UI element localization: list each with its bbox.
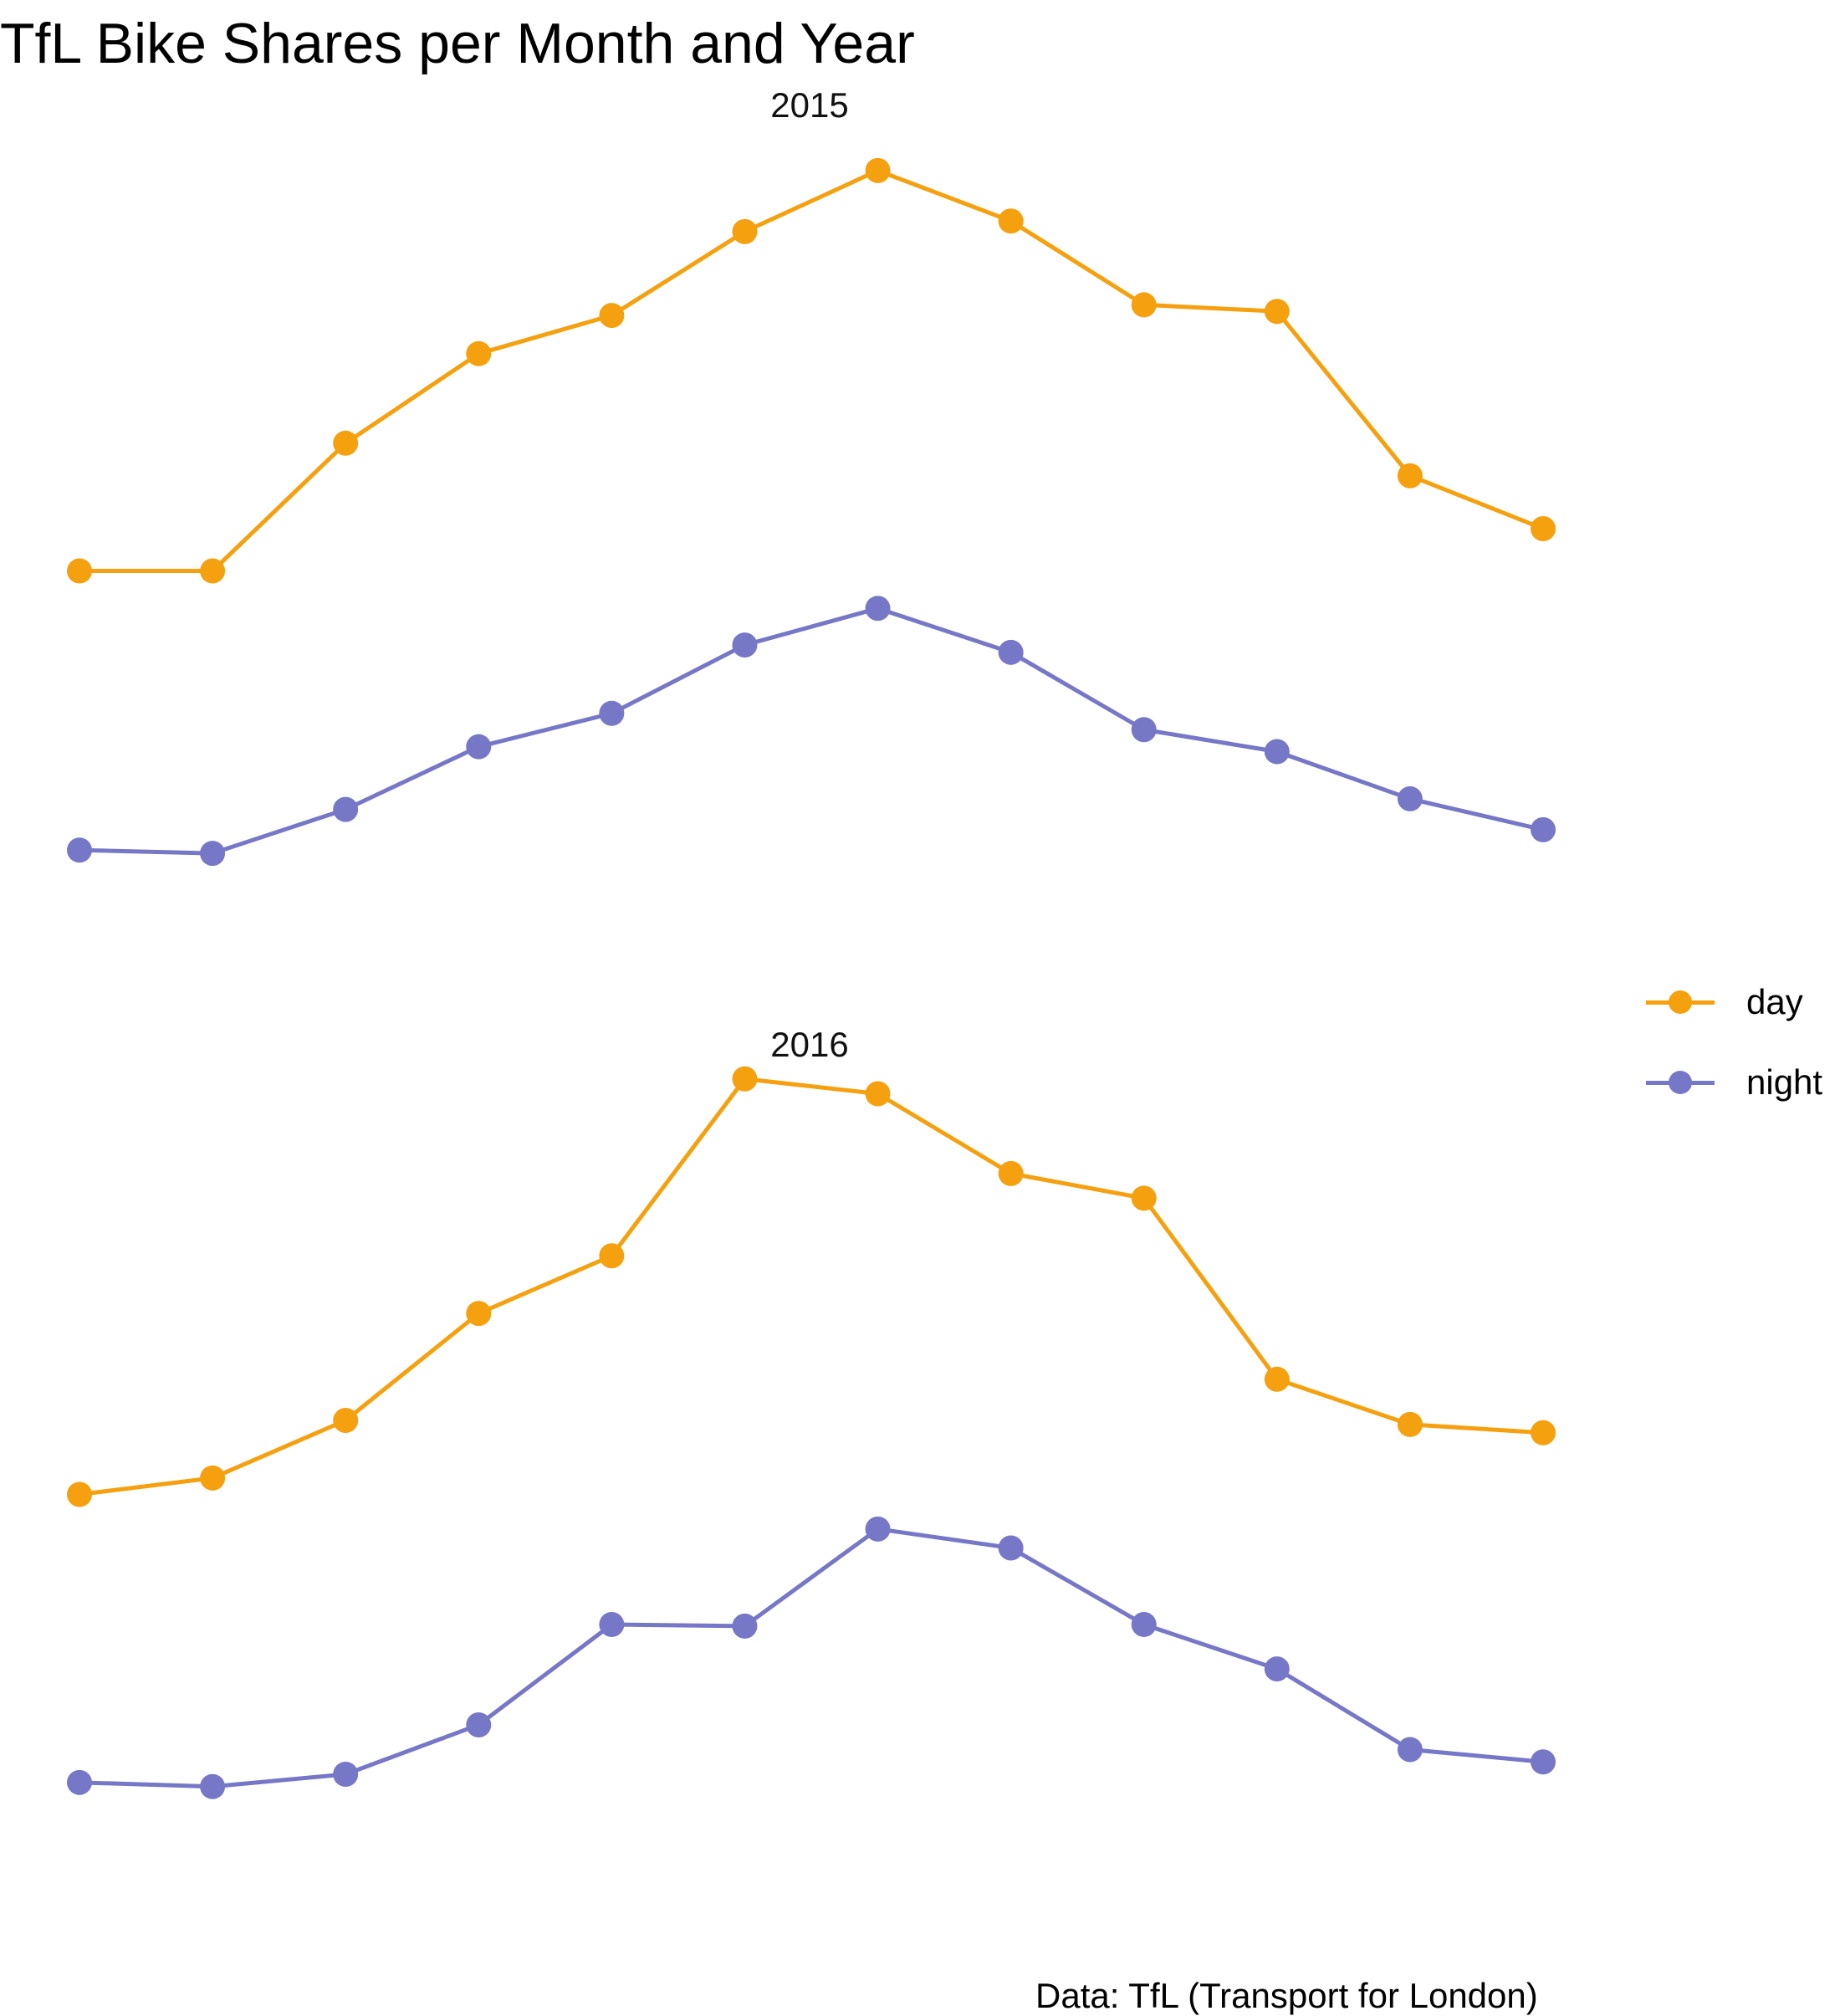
point-2016-night-month-8 bbox=[998, 1535, 1024, 1561]
facet-2016: 2016 bbox=[67, 1025, 1556, 1799]
point-2015-day-month-12 bbox=[1531, 515, 1556, 541]
point-2015-day-month-11 bbox=[1397, 463, 1423, 489]
legend: day night bbox=[1646, 962, 1822, 1123]
facet-2016-series bbox=[67, 1066, 1556, 1799]
point-2015-day-month-10 bbox=[1264, 299, 1290, 325]
point-2015-night-month-5 bbox=[599, 700, 625, 726]
legend-key-day bbox=[1646, 985, 1715, 1019]
point-2016-day-month-10 bbox=[1264, 1366, 1290, 1392]
legend-label-night: night bbox=[1746, 1062, 1823, 1102]
point-2015-night-month-2 bbox=[200, 841, 226, 867]
point-2016-night-month-9 bbox=[1131, 1611, 1157, 1637]
point-2016-day-month-12 bbox=[1531, 1420, 1556, 1445]
point-2015-night-month-7 bbox=[865, 596, 891, 622]
point-2016-night-month-6 bbox=[732, 1613, 758, 1639]
point-2015-day-month-4 bbox=[466, 340, 492, 366]
point-2015-night-month-6 bbox=[732, 632, 758, 658]
point-2016-night-month-2 bbox=[200, 1773, 226, 1799]
point-2015-night-month-11 bbox=[1397, 785, 1423, 811]
point-2016-day-month-7 bbox=[865, 1081, 891, 1107]
facet-2015: 2015 bbox=[67, 85, 1556, 867]
legend-item-night: night bbox=[1646, 1042, 1822, 1123]
point-2015-night-month-12 bbox=[1531, 816, 1556, 842]
legend-item-day: day bbox=[1646, 962, 1822, 1042]
point-2015-night-month-1 bbox=[67, 837, 92, 863]
point-2015-night-month-9 bbox=[1131, 717, 1157, 743]
legend-label-day: day bbox=[1746, 982, 1803, 1021]
point-2015-day-month-8 bbox=[998, 208, 1024, 234]
series-line-2016-day bbox=[79, 1077, 1544, 1497]
point-2016-day-month-6 bbox=[732, 1066, 758, 1092]
point-2015-day-month-5 bbox=[599, 303, 625, 329]
point-2015-night-month-4 bbox=[466, 734, 492, 760]
legend-dot-night bbox=[1669, 1071, 1692, 1094]
point-2015-night-month-3 bbox=[333, 796, 359, 822]
point-2016-day-month-3 bbox=[333, 1407, 359, 1433]
point-2015-day-month-9 bbox=[1131, 292, 1157, 318]
point-2016-night-month-10 bbox=[1264, 1656, 1290, 1682]
point-2016-day-month-8 bbox=[998, 1160, 1024, 1186]
facet-label-2015: 2015 bbox=[770, 85, 848, 125]
point-2015-day-month-2 bbox=[200, 558, 226, 584]
facet-2015-series bbox=[67, 157, 1556, 867]
chart-caption: Data: TfL (Transport for London) bbox=[1035, 1976, 1538, 2015]
series-line-2015-night bbox=[79, 606, 1544, 856]
point-2015-night-month-8 bbox=[998, 639, 1024, 665]
legend-dot-day bbox=[1669, 990, 1692, 1014]
point-2015-day-month-3 bbox=[333, 430, 359, 456]
point-2015-night-month-10 bbox=[1264, 739, 1290, 765]
series-line-2016-night bbox=[79, 1527, 1544, 1789]
facet-label-2016: 2016 bbox=[770, 1025, 848, 1064]
chart-plot-area: 2015 2016 bbox=[67, 85, 1556, 1799]
point-2016-day-month-1 bbox=[67, 1481, 92, 1507]
point-2016-night-month-11 bbox=[1397, 1737, 1423, 1763]
point-2016-night-month-1 bbox=[67, 1769, 92, 1795]
point-2016-day-month-11 bbox=[1397, 1411, 1423, 1437]
point-2015-day-month-1 bbox=[67, 558, 92, 584]
point-2015-day-month-6 bbox=[732, 218, 758, 244]
point-2016-night-month-5 bbox=[599, 1611, 625, 1637]
point-2016-night-month-4 bbox=[466, 1712, 492, 1737]
point-2016-night-month-3 bbox=[333, 1761, 359, 1787]
point-2016-day-month-2 bbox=[200, 1465, 226, 1491]
series-line-2015-day bbox=[79, 168, 1544, 574]
point-2016-day-month-9 bbox=[1131, 1185, 1157, 1211]
legend-key-night bbox=[1646, 1066, 1715, 1099]
chart-title: TfL Bike Shares per Month and Year bbox=[0, 12, 915, 75]
point-2016-day-month-5 bbox=[599, 1243, 625, 1269]
point-2016-night-month-7 bbox=[865, 1516, 891, 1542]
point-2016-day-month-4 bbox=[466, 1301, 492, 1327]
point-2016-night-month-12 bbox=[1531, 1749, 1556, 1775]
point-2015-day-month-7 bbox=[865, 157, 891, 183]
